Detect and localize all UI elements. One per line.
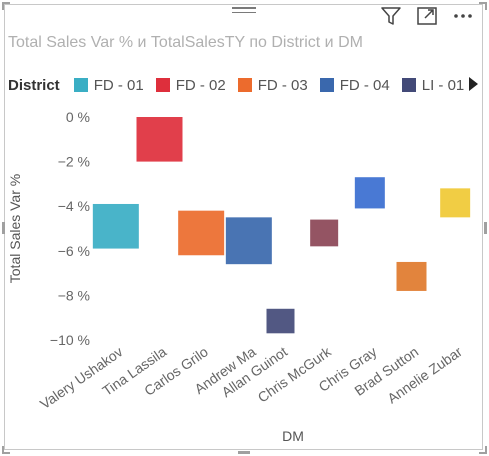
bar[interactable] [440,188,471,218]
filter-button[interactable] [379,4,403,28]
bar[interactable] [310,219,339,247]
y-axis-title: Total Sales Var % [7,174,23,283]
legend-next-arrow-icon[interactable] [469,77,478,91]
x-axis-title: DM [282,428,304,444]
resize-handle-top-left-v[interactable] [2,2,4,10]
legend-item-li-01[interactable]: LI - 01 [401,76,465,94]
bar[interactable] [266,308,295,334]
resize-handle-bottom[interactable] [238,451,250,454]
legend-label: FD - 04 [339,76,390,94]
legend: District FD - 01 FD - 02 FD - 03 FD - 04… [8,74,478,96]
legend-label: FD - 02 [175,76,226,94]
x-tick-label: Chris McGurk [255,343,335,406]
y-tick-label: −2 % [58,154,90,170]
resize-handle-bottom-right[interactable] [479,452,487,454]
resize-handle-bottom-right-v[interactable] [485,446,487,454]
visual-header-toolbar [379,4,475,28]
resize-handle-left[interactable] [2,222,5,234]
filter-icon [381,7,401,25]
bar[interactable] [92,203,139,249]
y-tick-label: 0 % [66,109,90,125]
more-options-button[interactable] [451,4,475,28]
resize-handle-right[interactable] [484,222,487,234]
bar[interactable] [136,117,183,162]
more-options-icon [454,14,472,18]
resize-handle-top-right[interactable] [479,2,487,4]
legend-swatch [155,78,170,92]
resize-handle-top-left[interactable] [2,2,10,4]
y-tick-label: −4 % [58,198,90,214]
legend-swatch [237,78,252,92]
y-tick-label: −8 % [58,287,90,303]
legend-label: FD - 01 [93,76,144,94]
drag-grip-icon[interactable] [232,7,256,15]
legend-item-fd-01[interactable]: FD - 01 [73,76,144,94]
legend-item-fd-02[interactable]: FD - 02 [155,76,226,94]
legend-swatch [319,78,334,92]
legend-item-fd-04[interactable]: FD - 04 [319,76,390,94]
legend-title: District [8,76,60,94]
chart-title: Total Sales Var % и TotalSalesTY по Dist… [8,34,363,51]
legend-swatch [73,78,88,92]
bar[interactable] [178,210,225,256]
resize-handle-bottom-left-v[interactable] [2,446,4,454]
x-tick-label: Annelie Zubar [384,343,465,406]
focus-mode-icon [417,7,437,25]
bar[interactable] [396,261,427,291]
legend-label: FD - 03 [257,76,308,94]
legend-item-fd-03[interactable]: FD - 03 [237,76,308,94]
resize-handle-bottom-left[interactable] [2,452,10,454]
legend-swatch [401,78,416,92]
legend-label: LI - 01 [421,76,465,94]
y-tick-label: −6 % [58,243,90,259]
resize-handle-top-right-v[interactable] [485,2,487,10]
bar[interactable] [225,217,272,265]
focus-mode-button[interactable] [415,4,439,28]
y-tick-label: −10 % [50,332,90,348]
bar[interactable] [354,177,385,209]
